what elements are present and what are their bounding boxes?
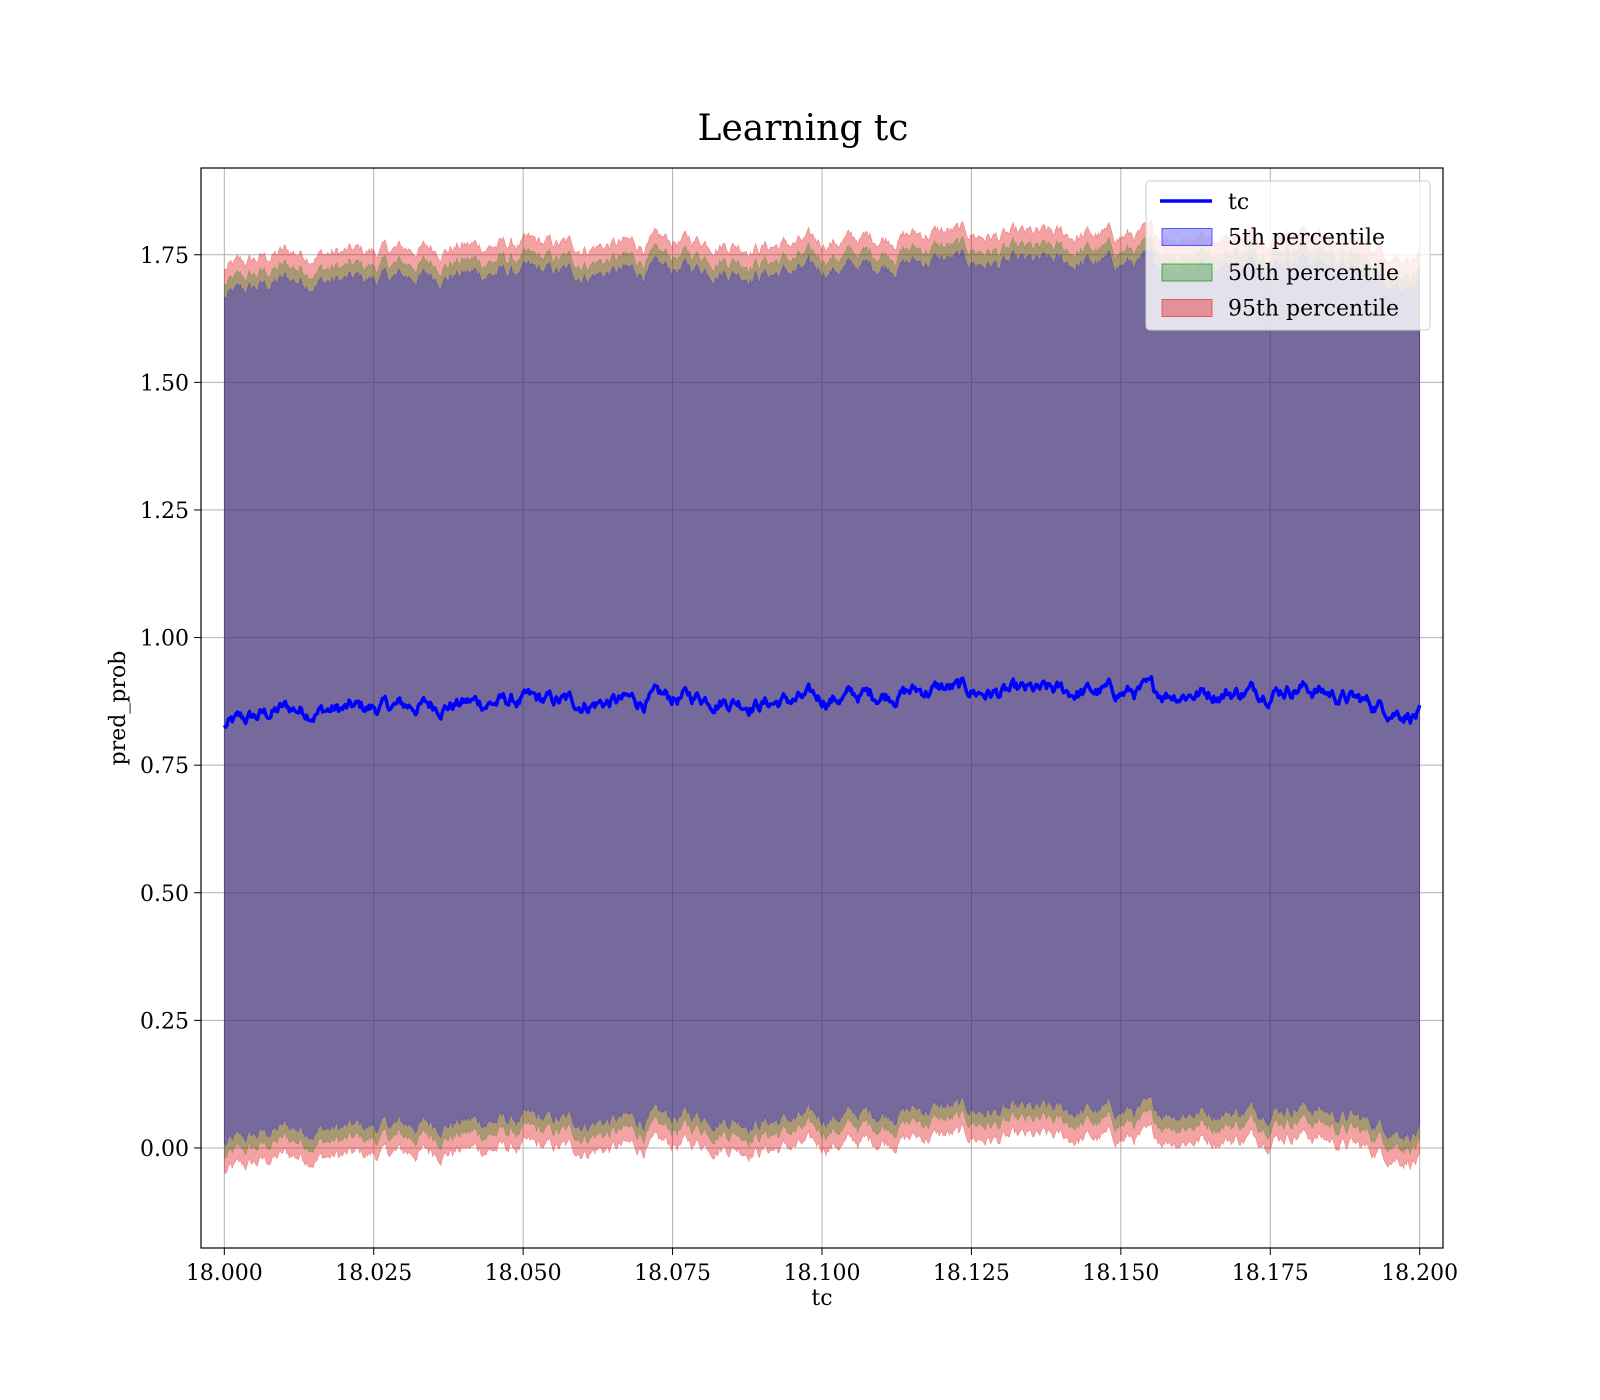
y-tick-label: 0.75 bbox=[140, 754, 189, 779]
y-axis-ticks: 0.00 0.25 0.50 0.75 1.00 1.25 1.50 1.75 bbox=[140, 244, 201, 1162]
legend-label: tc bbox=[1228, 190, 1249, 215]
chart-title: Learning tc bbox=[698, 108, 909, 149]
y-tick-label: 1.50 bbox=[140, 371, 189, 396]
band-50th-percentile bbox=[224, 234, 1420, 1160]
y-tick-label: 0.25 bbox=[140, 1009, 189, 1034]
legend-label: 5th percentile bbox=[1228, 226, 1385, 251]
percentile-bands bbox=[224, 219, 1420, 1175]
legend-label: 95th percentile bbox=[1228, 297, 1399, 322]
x-tick-label: 18.075 bbox=[634, 1261, 711, 1286]
y-axis-label: pred_prob bbox=[106, 651, 131, 766]
x-tick-label: 18.000 bbox=[186, 1261, 263, 1286]
legend-box bbox=[1145, 180, 1431, 331]
legend-swatch-band bbox=[1161, 299, 1213, 317]
x-axis-ticks: 18.000 18.025 18.050 18.075 18.100 18.125 18.1… bbox=[186, 1248, 1458, 1286]
y-tick-label: 1.25 bbox=[140, 499, 189, 524]
legend-swatch-band bbox=[1161, 228, 1213, 246]
y-tick-label: 0.50 bbox=[140, 882, 189, 907]
plot-area bbox=[200, 167, 1444, 1249]
x-tick-label: 18.175 bbox=[1232, 1261, 1309, 1286]
band-5th-percentile bbox=[224, 247, 1420, 1147]
legend-swatch-band bbox=[1161, 263, 1213, 282]
grid bbox=[201, 168, 1443, 1248]
x-tick-label: 18.150 bbox=[1082, 1261, 1159, 1286]
x-tick-label: 18.050 bbox=[485, 1261, 562, 1286]
tc-line-layer bbox=[222, 674, 1422, 729]
x-axis-label: tc bbox=[811, 1286, 832, 1311]
band-95th-percentile bbox=[224, 219, 1420, 1175]
y-tick-label: 1.75 bbox=[140, 244, 189, 269]
x-tick-label: 18.200 bbox=[1381, 1261, 1458, 1286]
y-tick-label: 0.00 bbox=[140, 1137, 189, 1162]
legend: tc 5th percentile 50th percentile 95th perc… bbox=[1145, 180, 1431, 331]
series-line-tc bbox=[222, 674, 1422, 729]
x-tick-label: 18.125 bbox=[933, 1261, 1010, 1286]
legend-label: 50th percentile bbox=[1228, 261, 1399, 286]
y-tick-label: 1.00 bbox=[140, 627, 189, 652]
x-tick-label: 18.100 bbox=[784, 1261, 861, 1286]
x-tick-label: 18.025 bbox=[335, 1261, 412, 1286]
